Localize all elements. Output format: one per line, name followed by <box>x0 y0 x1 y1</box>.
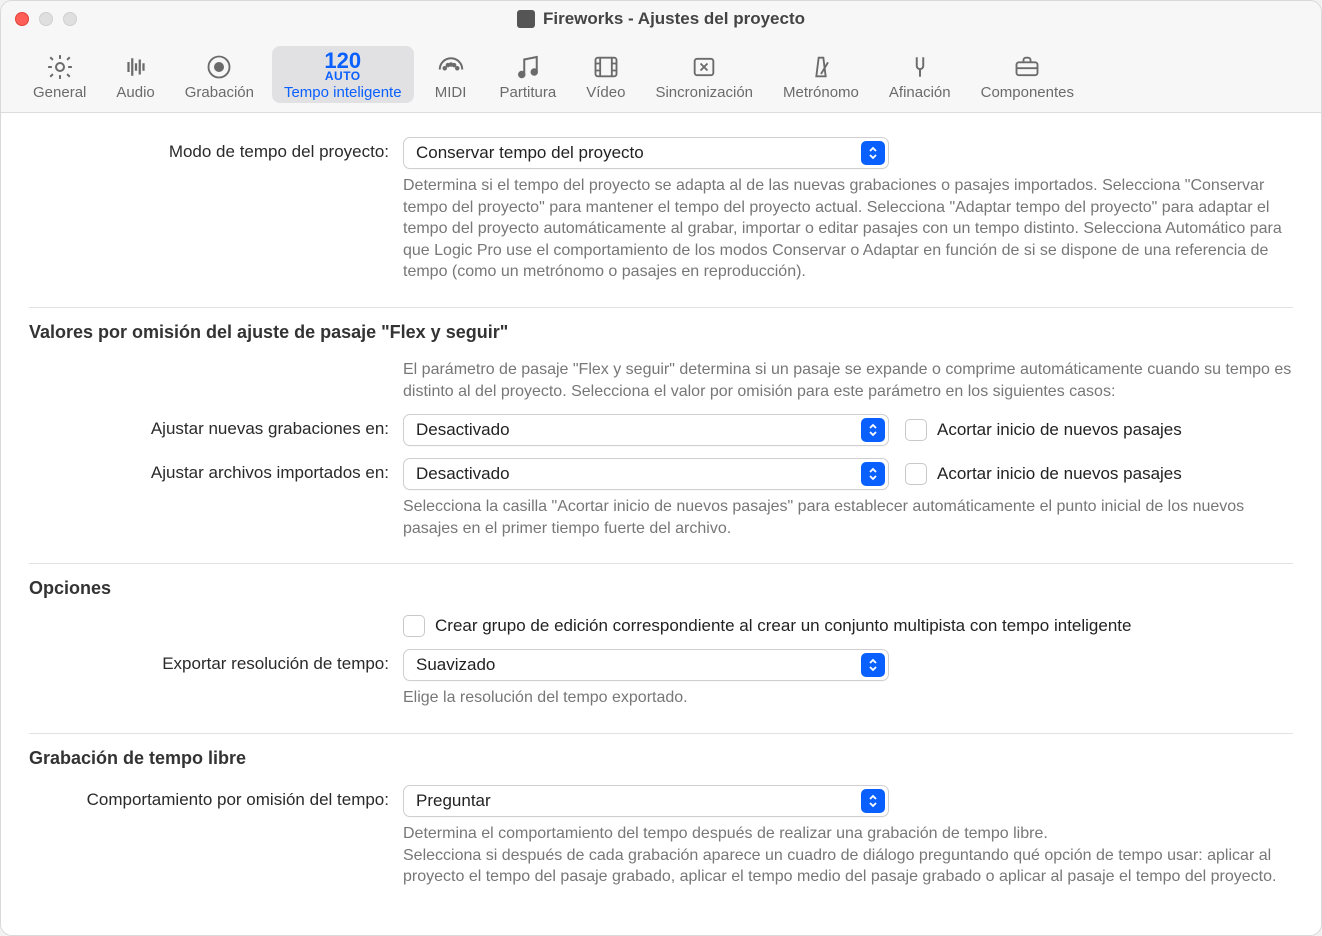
midi-icon <box>436 52 466 82</box>
settings-window: Fireworks - Ajustes del proyecto General… <box>0 0 1322 936</box>
tuning-fork-icon <box>907 52 933 82</box>
tab-label: Sincronización <box>655 84 753 101</box>
music-notes-icon <box>513 52 543 82</box>
tab-general[interactable]: General <box>21 46 98 103</box>
project-tempo-mode-select[interactable]: Conservar tempo del proyecto <box>403 137 889 169</box>
tab-label: Audio <box>116 84 154 101</box>
content-area: Modo de tempo del proyecto: Conservar te… <box>1 113 1321 935</box>
sync-icon <box>690 53 718 81</box>
flex-intro-text: El parámetro de pasaje "Flex y seguir" d… <box>403 359 1293 402</box>
waveform-icon <box>121 52 151 82</box>
tab-label: Componentes <box>981 84 1074 101</box>
select-stepper-icon <box>861 653 885 677</box>
section-title-flex: Valores por omisión del ajuste de pasaje… <box>29 322 1293 343</box>
set-imported-label: Ajustar archivos importados en: <box>29 458 389 483</box>
export-tempo-resolution-label: Exportar resolución de tempo: <box>29 649 389 674</box>
tab-metronomo[interactable]: Metrónomo <box>771 46 871 103</box>
tab-sincronizacion[interactable]: Sincronización <box>643 46 765 103</box>
create-edit-group-checkbox[interactable] <box>403 615 425 637</box>
trim-recordings-checkbox[interactable] <box>905 419 927 441</box>
tab-afinacion[interactable]: Afinación <box>877 46 963 103</box>
select-stepper-icon <box>861 418 885 442</box>
tab-audio[interactable]: Audio <box>104 46 166 103</box>
tab-partitura[interactable]: Partitura <box>488 46 569 103</box>
app-icon <box>517 10 535 28</box>
set-new-recordings-select[interactable]: Desactivado <box>403 414 889 446</box>
trim-imported-checkbox[interactable] <box>905 463 927 485</box>
export-tempo-resolution-select[interactable]: Suavizado <box>403 649 889 681</box>
briefcase-icon <box>1012 53 1042 81</box>
set-imported-select[interactable]: Desactivado <box>403 458 889 490</box>
trim-imported-label: Acortar inicio de nuevos pasajes <box>937 464 1182 484</box>
tab-label: Vídeo <box>586 84 625 101</box>
select-value: Preguntar <box>416 791 491 811</box>
window-title: Fireworks - Ajustes del proyecto <box>543 9 805 29</box>
tab-video[interactable]: Vídeo <box>574 46 637 103</box>
select-value: Desactivado <box>416 464 510 484</box>
tab-label: Tempo inteligente <box>284 84 402 101</box>
free-tempo-help: Determina el comportamiento del tempo de… <box>403 823 1293 888</box>
zoom-window-button[interactable] <box>63 12 77 26</box>
export-tempo-help: Elige la resolución del tempo exportado. <box>403 687 1293 709</box>
tab-midi[interactable]: MIDI <box>420 46 482 103</box>
tab-label: General <box>33 84 86 101</box>
section-title-free-tempo: Grabación de tempo libre <box>29 748 1293 769</box>
select-stepper-icon <box>861 789 885 813</box>
record-icon <box>205 53 233 81</box>
film-icon <box>592 53 620 81</box>
tempo-value-icon: 120 <box>324 52 361 70</box>
divider <box>29 307 1293 308</box>
select-stepper-icon <box>861 462 885 486</box>
gear-icon <box>45 52 75 82</box>
tab-label: Afinación <box>889 84 951 101</box>
tab-label: Metrónomo <box>783 84 859 101</box>
set-new-recordings-label: Ajustar nuevas grabaciones en: <box>29 414 389 439</box>
close-window-button[interactable] <box>15 12 29 26</box>
divider <box>29 563 1293 564</box>
divider <box>29 733 1293 734</box>
titlebar: Fireworks - Ajustes del proyecto <box>1 1 1321 37</box>
select-value: Suavizado <box>416 655 495 675</box>
minimize-window-button[interactable] <box>39 12 53 26</box>
default-tempo-behavior-select[interactable]: Preguntar <box>403 785 889 817</box>
default-tempo-behavior-label: Comportamiento por omisión del tempo: <box>29 785 389 810</box>
tab-label: Grabación <box>185 84 254 101</box>
tab-tempo-inteligente[interactable]: 120 AUTO Tempo inteligente <box>272 46 414 103</box>
tab-componentes[interactable]: Componentes <box>969 46 1086 103</box>
select-value: Desactivado <box>416 420 510 440</box>
tab-label: Partitura <box>500 84 557 101</box>
project-tempo-mode-label: Modo de tempo del proyecto: <box>29 137 389 162</box>
section-title-options: Opciones <box>29 578 1293 599</box>
create-edit-group-label: Crear grupo de edición correspondiente a… <box>435 616 1131 636</box>
toolbar: General Audio Grabación 120 AUTO Tempo i… <box>1 37 1321 113</box>
project-tempo-mode-help: Determina si el tempo del proyecto se ad… <box>403 175 1293 283</box>
flex-help-text: Selecciona la casilla "Acortar inicio de… <box>403 496 1293 539</box>
select-value: Conservar tempo del proyecto <box>416 143 644 163</box>
select-stepper-icon <box>861 141 885 165</box>
window-controls <box>15 12 77 26</box>
metronome-icon <box>807 53 835 81</box>
tab-label: MIDI <box>435 84 467 101</box>
trim-recordings-label: Acortar inicio de nuevos pasajes <box>937 420 1182 440</box>
tab-grabacion[interactable]: Grabación <box>173 46 266 103</box>
tempo-mode-icon: AUTO <box>325 70 361 82</box>
